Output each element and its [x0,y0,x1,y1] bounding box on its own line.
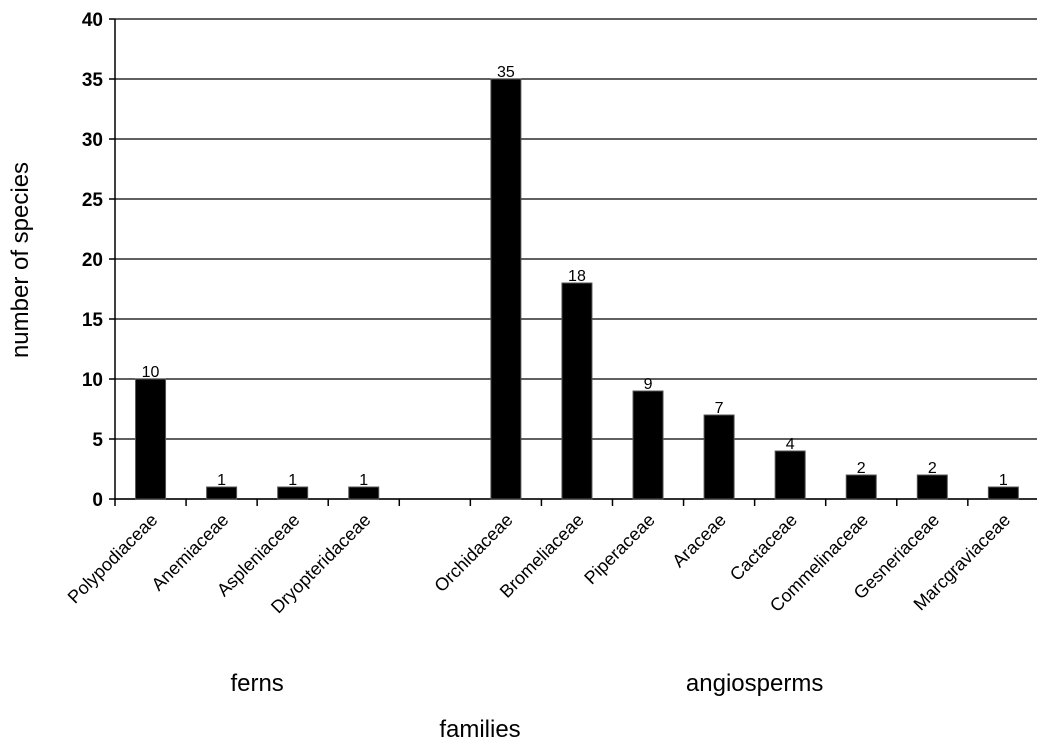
y-tick-label: 10 [82,370,103,391]
data-label: 18 [568,268,586,285]
gridlines [115,18,1037,500]
y-axis-title: number of species [7,162,34,358]
category-label: Cactaceae [726,510,801,585]
data-label: 9 [644,376,653,393]
data-label: 1 [359,472,368,489]
bar-cactaceae [774,450,806,500]
bar-orchidaceae [490,78,522,500]
bar-gesneriaceae [916,474,948,500]
data-label: 2 [928,460,937,477]
category-label: Araceae [668,510,730,572]
data-label: 1 [999,472,1008,489]
y-tick-label: 15 [82,310,104,331]
bar-aspleniaceae [277,486,309,500]
data-label: 35 [497,64,515,81]
y-tick-label: 35 [82,70,104,91]
data-label: 7 [715,400,724,417]
bar-piperaceae [632,390,664,500]
group-labels: ferns angiosperms [230,670,823,697]
bar-anemiaceae [206,486,238,500]
bar-commelinaceae [845,474,877,500]
y-tick-label: 20 [82,250,103,271]
x-axis-title: families [439,716,520,742]
category-label: Piperaceae [580,510,659,589]
category-label: Polypodiaceae [64,510,162,608]
y-tick-label: 30 [82,130,103,151]
y-tick-label: 0 [92,490,103,511]
bar-marcgraviaceae [987,486,1019,500]
group-label-angiosperms: angiosperms [686,670,823,697]
x-axis [114,498,1037,506]
data-label: 1 [217,472,226,489]
y-axis: 0 5 10 15 20 25 30 35 40 [82,10,116,511]
data-label: 4 [786,436,795,453]
y-tick-label: 25 [82,190,104,211]
data-label: 1 [288,472,297,489]
group-label-ferns: ferns [230,670,283,697]
data-labels: 10 1 1 1 35 18 9 7 4 2 2 1 [142,64,1008,489]
bar-polypodiaceae [135,378,167,500]
category-labels: PolypodiaceaeAnemiaceaeAspleniaceaeDryop… [64,510,1014,618]
y-tick-label: 40 [82,10,103,31]
bar-araceae [703,414,735,500]
y-tick-label: 5 [92,430,103,451]
bar-dryopteridaceae [348,486,380,500]
bars [135,78,1019,500]
data-label: 2 [857,460,866,477]
bar-bromeliaceae [561,282,593,500]
data-label: 10 [142,364,160,381]
